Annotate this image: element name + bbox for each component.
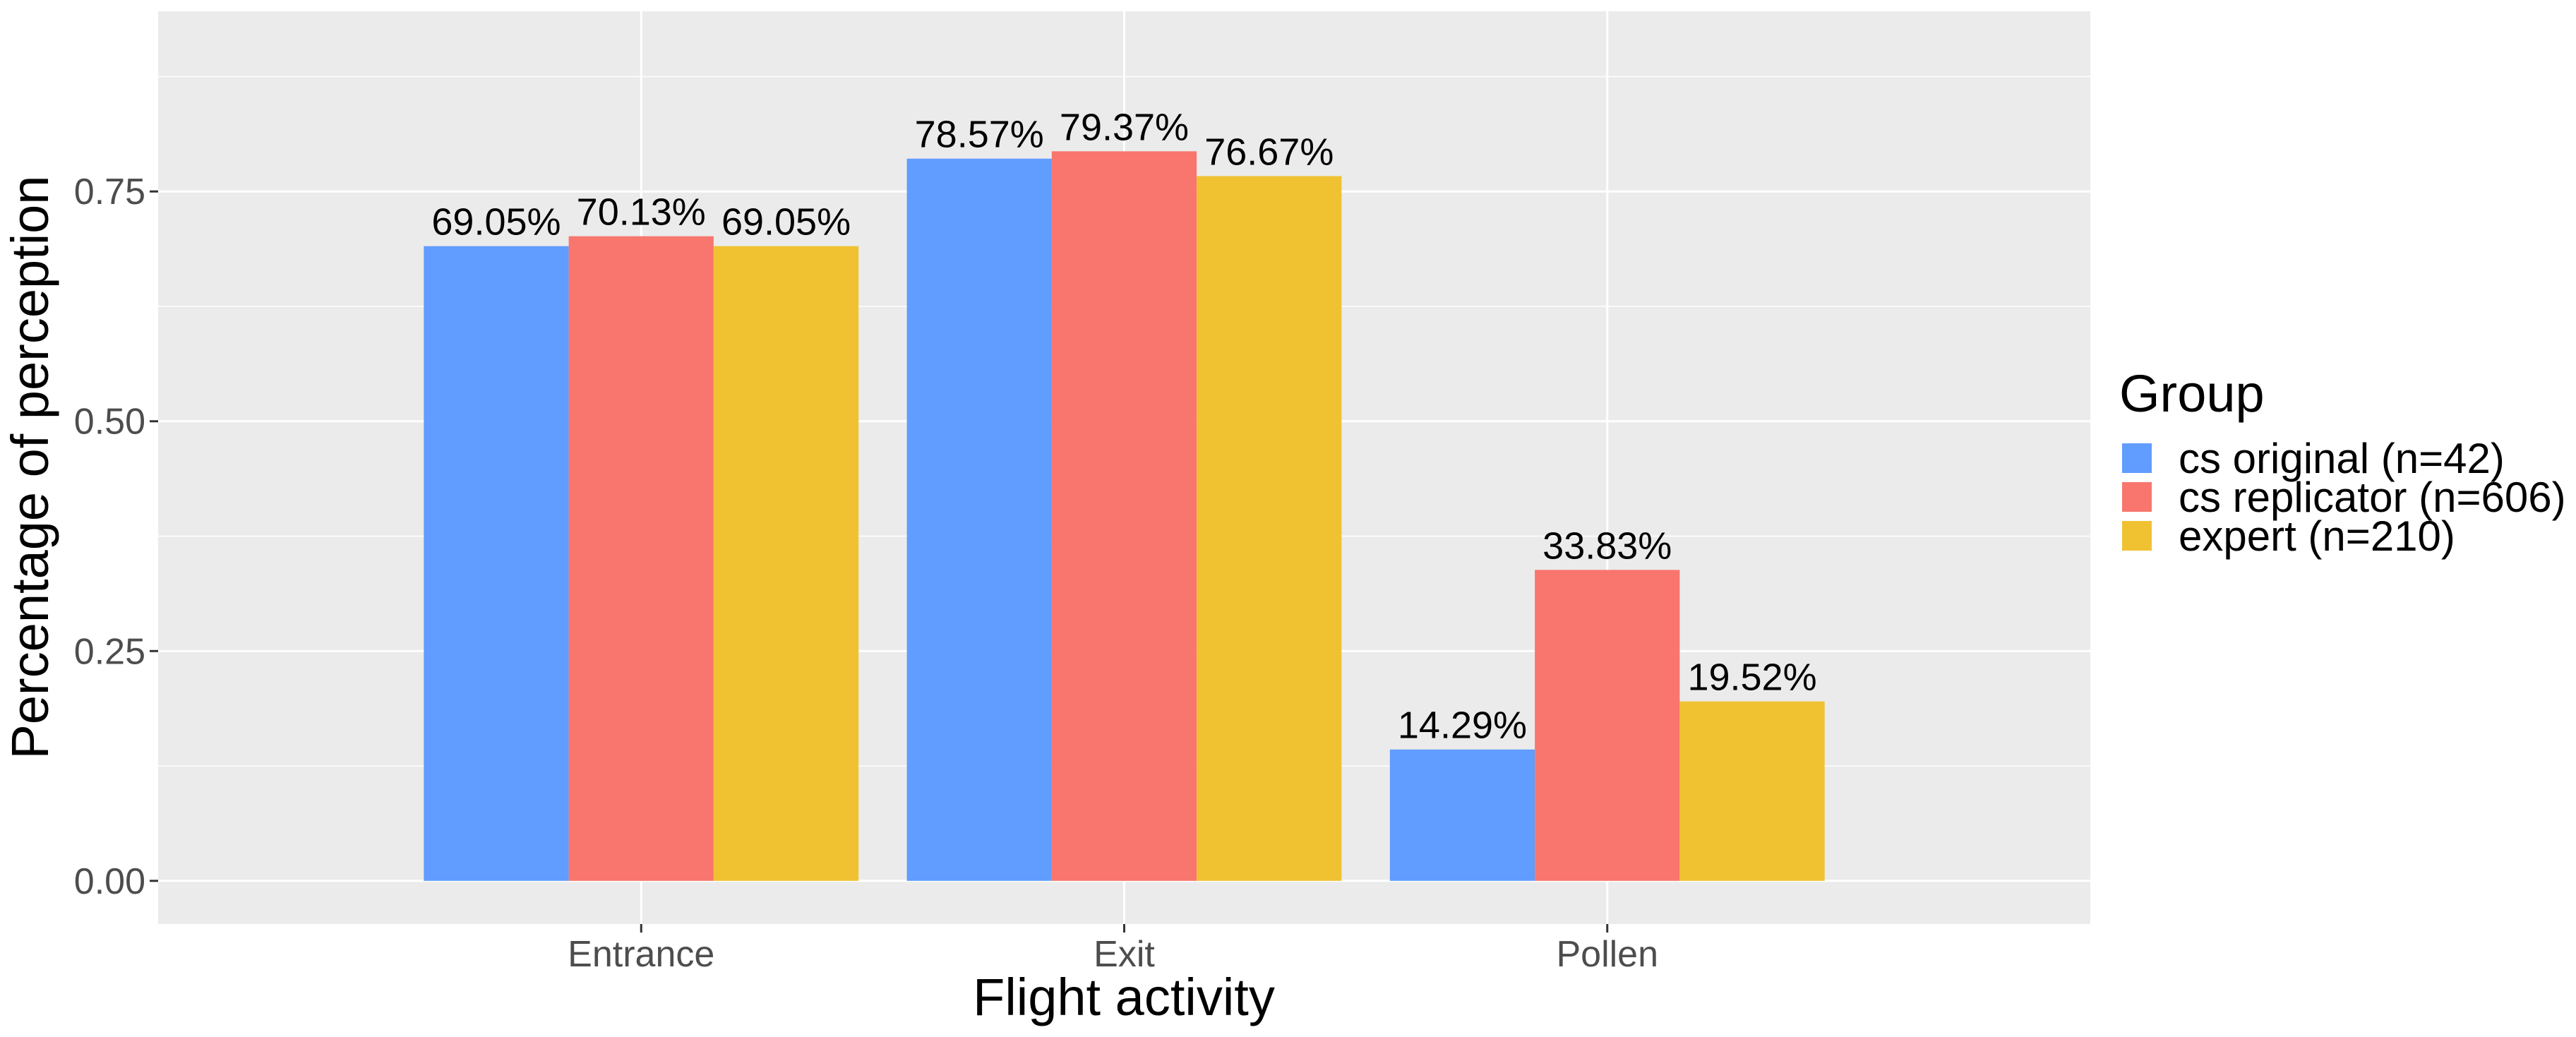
legend-key <box>2122 443 2152 473</box>
x-axis-title: Flight activity <box>973 968 1275 1026</box>
x-tick-label: Pollen <box>1556 934 1658 975</box>
bar <box>1535 570 1680 881</box>
bar-value-label: 33.83% <box>1542 525 1672 567</box>
y-axis-title: Percentage of perception <box>1 176 59 760</box>
x-tick-label: Entrance <box>568 934 714 975</box>
legend: Group cs original (n=42)cs replicator (n… <box>2119 364 2566 560</box>
y-tick-label: 0.50 <box>74 402 145 443</box>
x-tick-label: Exit <box>1094 934 1155 975</box>
bar-value-label: 69.05% <box>431 201 561 244</box>
bar-value-labels: 69.05% 78.57% 14.29% 70.13% 79.37% 33.83% 69.0… <box>431 106 1816 746</box>
y-axis: 0.00 0.25 0.50 0.75 <box>74 172 158 902</box>
bar-value-label: 69.05% <box>721 201 851 244</box>
y-tick-label: 0.25 <box>74 631 145 672</box>
bar <box>1197 176 1342 881</box>
bars <box>424 151 1825 881</box>
y-tick-label: 0.00 <box>74 861 145 902</box>
bar-value-label: 78.57% <box>915 114 1044 156</box>
bar-value-label: 70.13% <box>577 191 706 234</box>
bar-value-label: 79.37% <box>1060 106 1189 148</box>
bar <box>1051 151 1197 881</box>
y-tick-label: 0.75 <box>74 172 145 212</box>
legend-label: expert (n=210) <box>2179 512 2455 560</box>
legend-label: cs replicator (n=606) <box>2179 474 2566 521</box>
bar <box>906 158 1052 881</box>
bar <box>1679 701 1825 881</box>
bar <box>568 236 714 881</box>
legend-key <box>2122 521 2152 551</box>
bar-value-label: 76.67% <box>1204 131 1334 173</box>
bar-value-label: 19.52% <box>1687 657 1816 699</box>
bar <box>1389 749 1535 881</box>
legend-title: Group <box>2119 364 2265 423</box>
legend-key <box>2122 482 2152 512</box>
bar <box>424 246 569 881</box>
x-axis: Entrance Exit Pollen <box>568 924 1658 975</box>
legend-label: cs original (n=42) <box>2179 435 2505 482</box>
bar-value-label: 14.29% <box>1398 705 1527 747</box>
bar <box>713 246 859 881</box>
